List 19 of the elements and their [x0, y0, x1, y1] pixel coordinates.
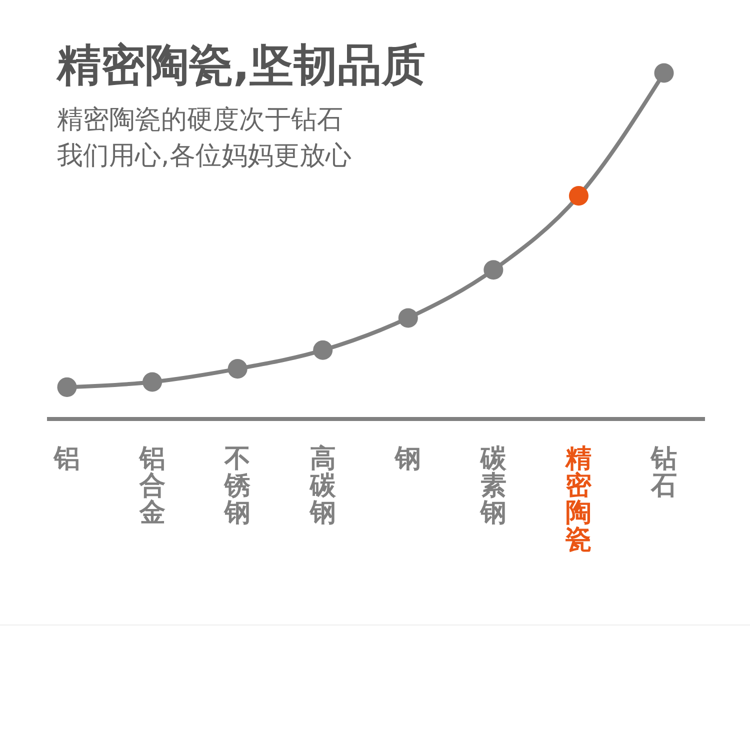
point: [568, 186, 588, 206]
point: [142, 372, 162, 392]
x-tick-label: 碳素钢: [479, 444, 508, 528]
x-tick-label: 不锈钢: [224, 444, 252, 528]
point: [313, 340, 333, 360]
x-tick-label: 铝: [53, 444, 80, 474]
x-tick-label: 钢: [394, 444, 422, 474]
x-tick-label: 高碳钢: [308, 444, 337, 528]
point: [484, 260, 504, 280]
chart-title: 精密陶瓷,坚韧品质: [56, 40, 426, 91]
point: [228, 359, 248, 379]
x-tick-label: 铝合金: [138, 444, 166, 528]
annotation: 我们用心,各位妈妈更放心: [57, 141, 352, 171]
point: [57, 377, 77, 397]
point: [398, 308, 418, 328]
x-tick-label: 精密陶瓷: [564, 444, 593, 555]
x-tick-label: 钻石: [650, 444, 677, 501]
point: [654, 63, 674, 83]
text: 精密陶瓷的硬度次于钻石: [57, 105, 343, 135]
